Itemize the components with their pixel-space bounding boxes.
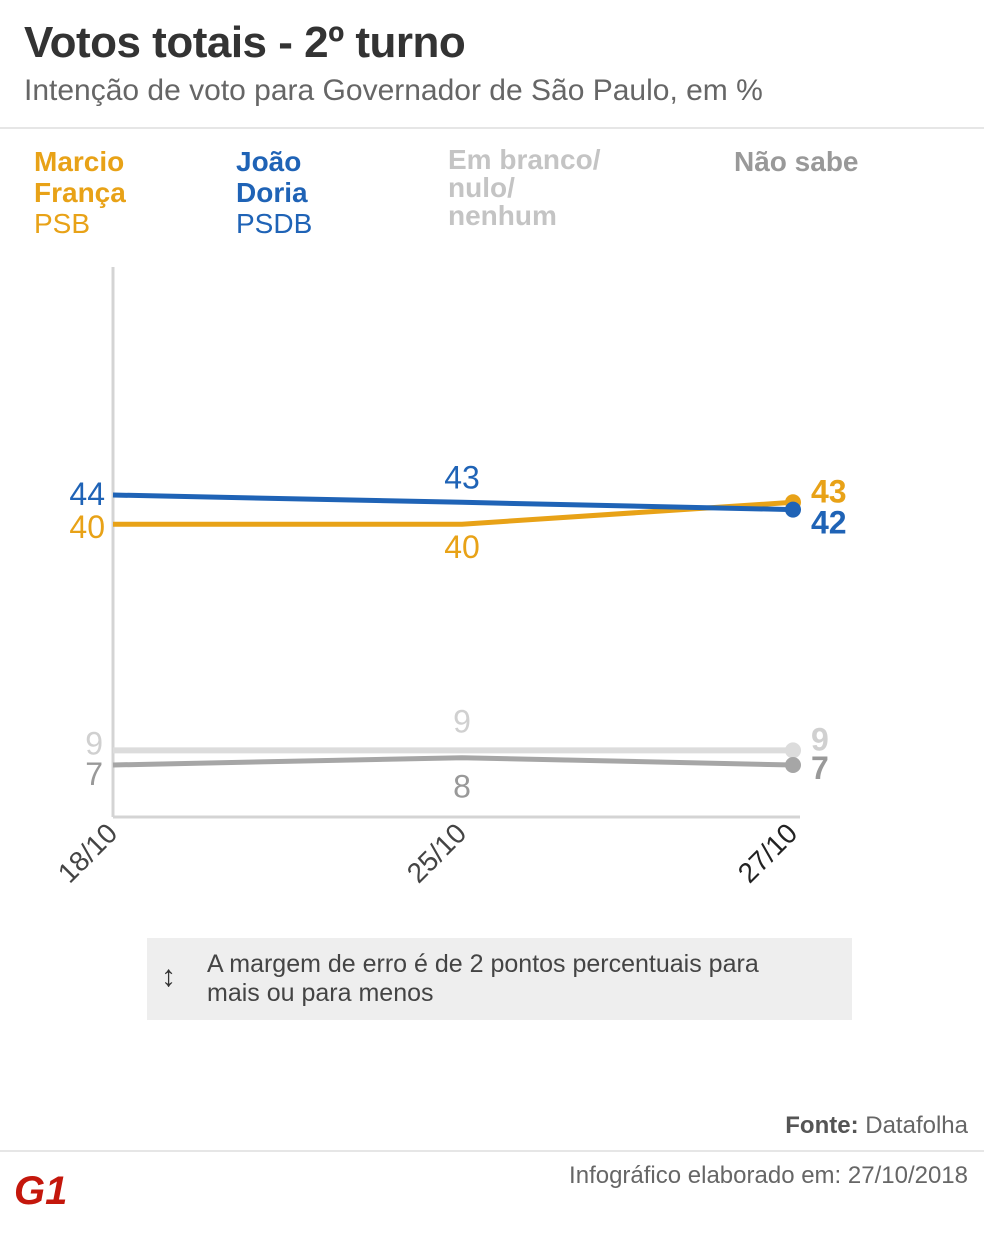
series-line [112,492,794,513]
data-label: 40 [69,509,105,545]
data-label: 9 [811,721,829,757]
data-label: 7 [85,756,103,792]
legend-name: Não sabe [734,146,859,177]
vertical-double-arrow-icon: ↕ [161,960,176,993]
data-label: 44 [69,476,105,512]
margin-of-error-text: A margem de erro é de 2 pontos percentua… [207,950,759,1007]
margin-of-error-note: ↕ A margem de erro é de 2 pontos percent… [147,938,852,1020]
series-end-point [785,757,801,773]
legend-name: Em branco/ nulo/ nenhum [448,144,601,231]
series-end-point [785,742,801,759]
header-divider [0,127,984,129]
legend-item-franca: Marcio França PSB [34,146,154,239]
source-value: Datafolha [865,1112,968,1139]
legend-party: PSB [34,208,91,239]
g1-logo-text: G1 [14,1170,67,1210]
series-end-point [785,501,801,518]
data-label: 9 [453,703,471,739]
data-label: 43 [444,459,480,495]
legend-party: PSDB [236,208,313,239]
legend-name: Marcio França [34,146,126,208]
footer-divider [0,1150,984,1152]
credit: Infográfico elaborado em: 27/10/2018 [569,1162,968,1189]
g1-logo: G1 [14,1170,67,1210]
data-label: 40 [444,529,480,565]
data-label: 42 [811,505,847,541]
legend-item-doria: João Doria PSDB [236,146,336,239]
legend-item-branco: Em branco/ nulo/ nenhum [448,146,623,230]
data-label: 9 [85,725,103,761]
chart-title: Votos totais - 2º turno [24,18,466,67]
data-label: 43 [811,473,847,509]
x-tick-label: 18/10 [52,817,123,888]
source-label: Fonte: [785,1112,859,1139]
data-label: 8 [453,769,471,805]
series-line [112,755,794,768]
legend-item-nao-sabe: Não sabe [734,146,934,177]
x-tick-label: 25/10 [401,817,472,888]
data-label: 7 [811,750,829,786]
legend-name: João Doria [236,146,308,208]
chart-subtitle: Intenção de voto para Governador de São … [24,74,763,107]
x-tick-label: 27/10 [732,817,803,888]
source: Fonte: Datafolha [785,1112,968,1140]
